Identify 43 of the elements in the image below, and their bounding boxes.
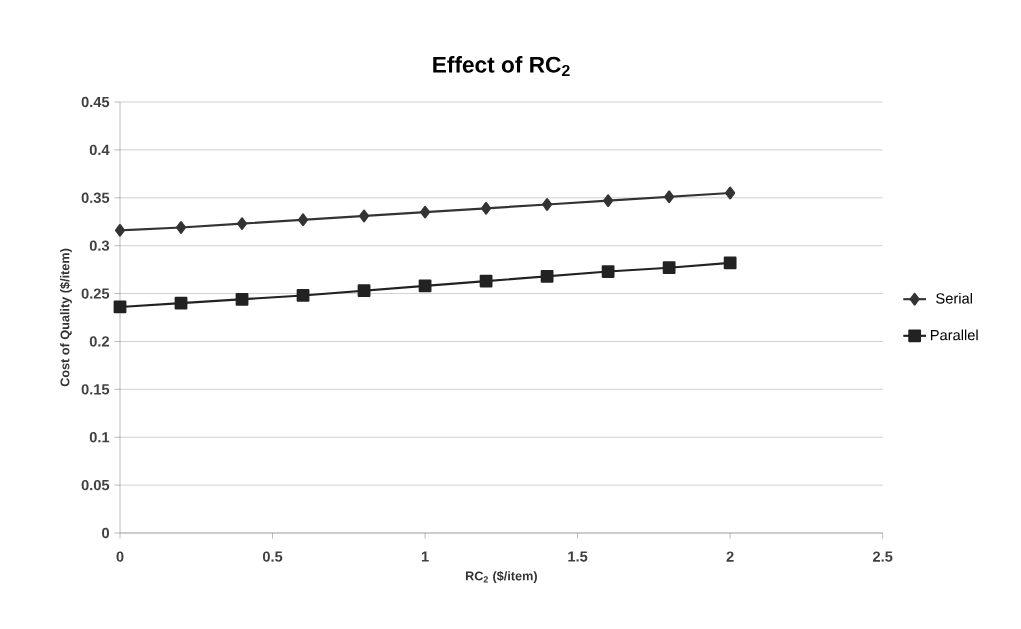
point (479, 274, 493, 288)
x-tick-label: 1 (421, 551, 429, 562)
point (174, 296, 188, 310)
point (723, 256, 737, 270)
point (296, 289, 310, 302)
point (114, 223, 126, 237)
x-tick-label: 2 (726, 551, 734, 562)
point (297, 213, 309, 227)
point (601, 265, 615, 278)
point (236, 217, 248, 231)
point (540, 269, 554, 283)
point (175, 221, 187, 234)
chart-title: Effect of RC$_{2}$ (433, 56, 570, 76)
x-tick-label: 0 (116, 551, 124, 562)
legend-label: Parallel (930, 329, 978, 341)
point (662, 261, 676, 275)
point (418, 279, 432, 293)
x-axis-title: RC$_{2}$ ($/item) (465, 570, 537, 583)
y-tick-label: 0.05 (81, 479, 110, 491)
x-tick-label: 0.5 (262, 551, 283, 562)
point (357, 284, 371, 298)
point (113, 300, 127, 314)
y-tick-label: 0.1 (89, 432, 110, 443)
y-tick-label: 0.2 (89, 336, 110, 347)
point (481, 201, 492, 215)
point (542, 198, 553, 211)
legend-label: Serial (936, 292, 972, 304)
y-tick-label: 0.3 (89, 240, 110, 251)
y-tick-label: 0.45 (81, 96, 110, 108)
y-tick-label: 0.4 (89, 144, 110, 156)
point (235, 292, 249, 306)
point (725, 186, 736, 200)
y-axis-title: Cost of Quality ($/item) (59, 248, 72, 387)
point (664, 190, 675, 204)
y-tick-label: 0 (102, 527, 109, 539)
x-tick-label: 1.5 (568, 551, 588, 562)
point (358, 209, 370, 223)
point (420, 205, 431, 219)
y-tick-label: 0.35 (81, 192, 110, 203)
y-tick-label: 0.15 (81, 384, 110, 395)
y-tick-label: 0.25 (81, 288, 110, 299)
point (603, 194, 614, 208)
x-tick-label: 2.5 (872, 551, 893, 562)
